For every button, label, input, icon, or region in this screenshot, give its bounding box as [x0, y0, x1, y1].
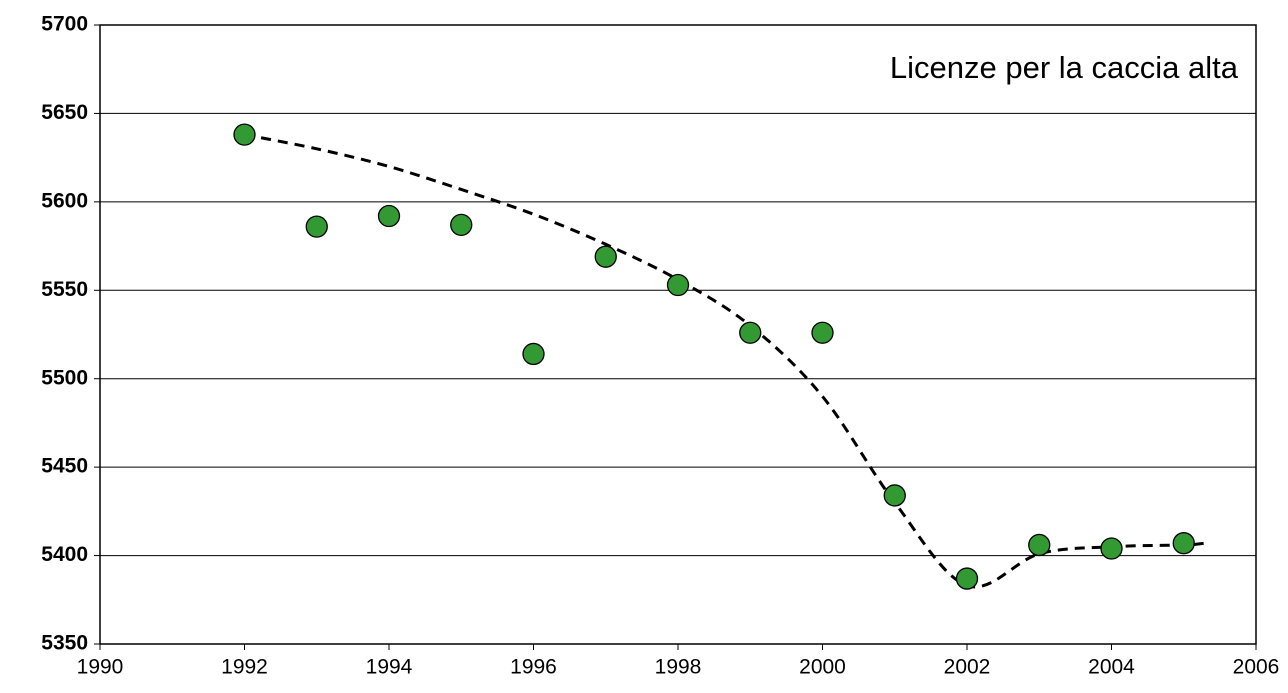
point	[450, 213, 473, 236]
point	[1028, 533, 1051, 557]
point	[666, 273, 690, 297]
point	[522, 342, 545, 366]
y-tick-label: 5600	[41, 189, 88, 212]
x-tick-label: 1992	[221, 656, 268, 679]
point	[811, 321, 834, 344]
trend-line	[244, 133, 1206, 589]
y-tick-label: 5500	[41, 366, 88, 389]
y-tick-label: 5450	[41, 455, 88, 478]
point	[233, 123, 256, 146]
x-tick-label: 2002	[944, 656, 991, 679]
chart-title: Licenze per la caccia alta	[890, 50, 1239, 85]
point	[1172, 532, 1195, 555]
point	[1100, 537, 1123, 560]
y-tick-label: 5350	[41, 632, 88, 655]
point	[739, 321, 762, 344]
point	[305, 215, 328, 238]
point	[377, 204, 401, 228]
x-tick-label: 1990	[77, 656, 124, 679]
point	[883, 484, 906, 507]
point	[594, 245, 617, 268]
y-tick-label: 5650	[41, 101, 88, 124]
x-tick-label: 1998	[655, 656, 702, 679]
x-tick-label: 2000	[799, 656, 846, 679]
plot-border	[99, 24, 1257, 645]
x-tick-label: 1996	[510, 656, 557, 679]
y-tick-label: 5550	[41, 278, 88, 301]
x-tick-label: 2004	[1088, 656, 1135, 679]
point	[955, 567, 979, 590]
y-tick-label: 5400	[41, 543, 88, 566]
y-tick-label: 5700	[41, 13, 88, 36]
x-tick-label: 1994	[366, 656, 413, 679]
x-tick-label: 2006	[1233, 656, 1280, 679]
